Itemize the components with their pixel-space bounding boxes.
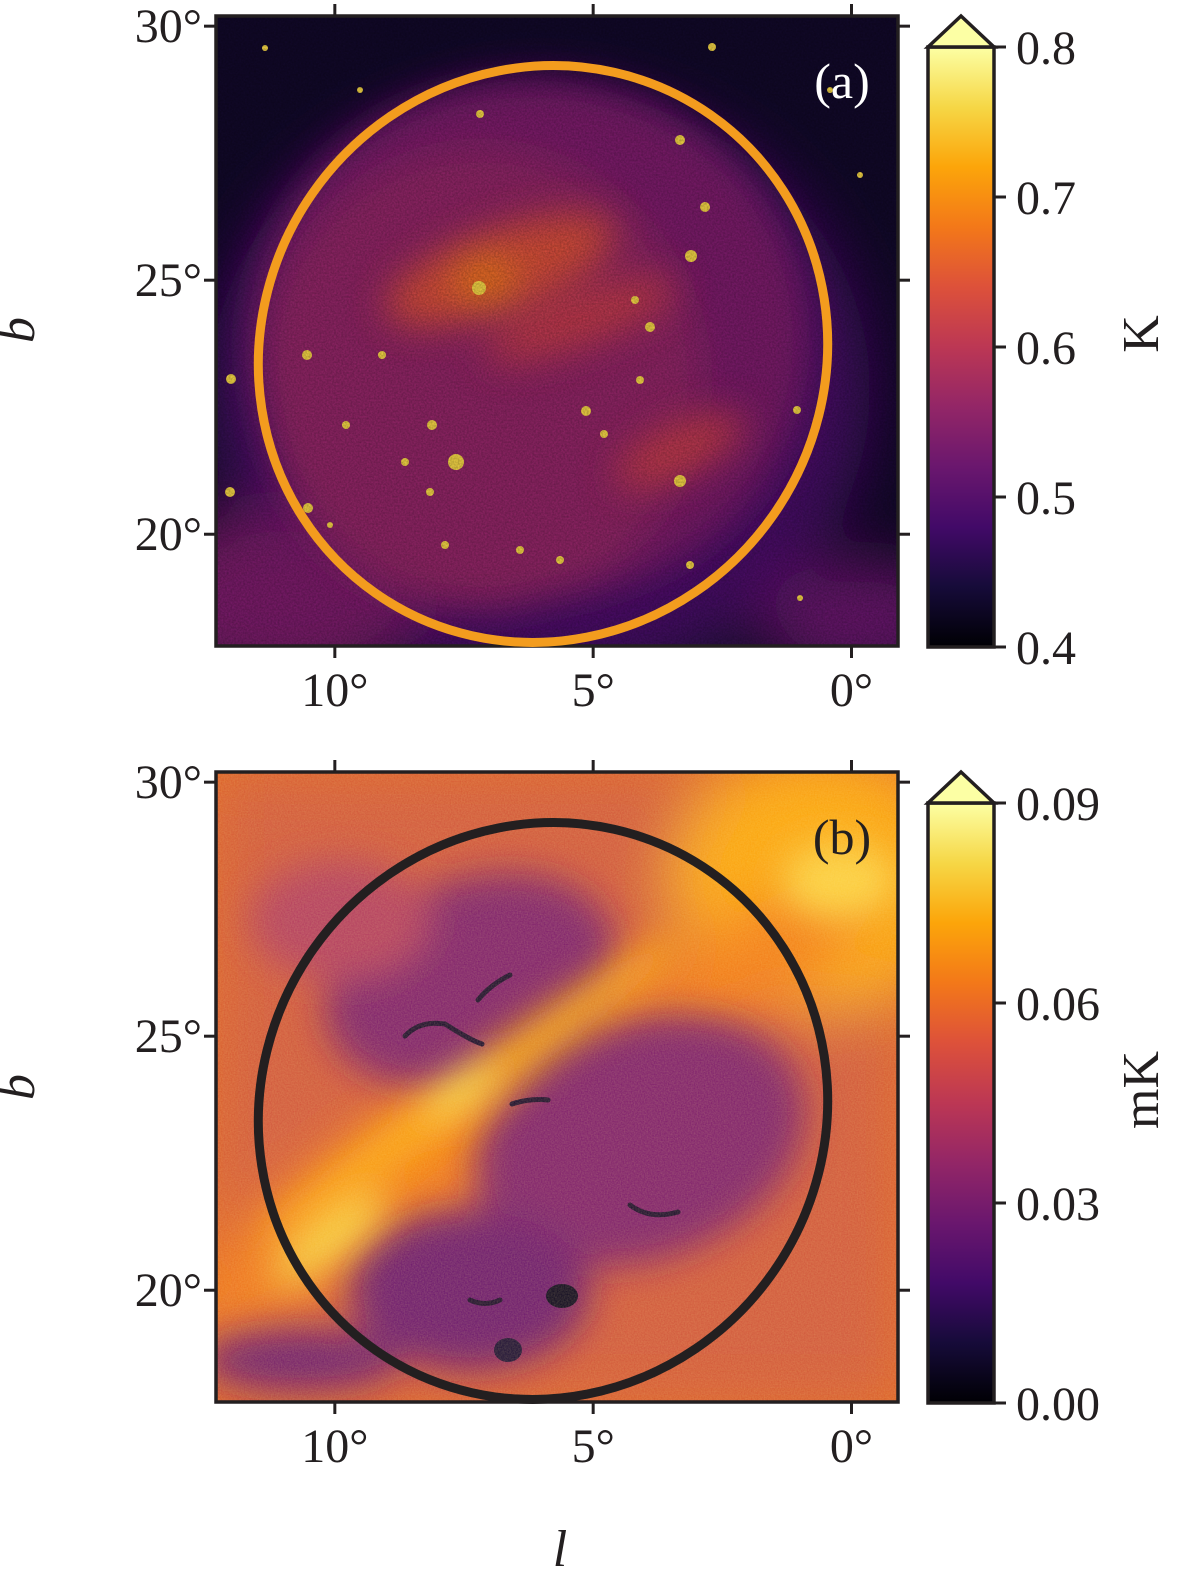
heatmap-b: [216, 772, 898, 1402]
colorbar-tick-label-a-4: 0.4: [1016, 622, 1076, 675]
panel-b: 10° 5° 0° 30° 25° 20° (b) b 0.09 0.06 0.03 0.00 …: [0, 756, 1170, 1473]
axes-a: 10° 5° 0° 30° 25° 20°: [135, 0, 910, 717]
y-tick-label-b-1: 25°: [135, 1010, 202, 1063]
colorbar-tick-label-a-3: 0.5: [1016, 472, 1076, 525]
y-tick-label-b-2: 20°: [135, 1264, 202, 1317]
x-tick-label-a-2: 0°: [830, 664, 873, 717]
axes-b: 10° 5° 0° 30° 25° 20°: [135, 756, 910, 1473]
colorbar-tick-label-b-3: 0.00: [1016, 1378, 1100, 1431]
x-axis-label: l: [553, 1521, 567, 1578]
colorbar-extend-arrow-b: [923, 769, 999, 805]
ellipse-overlay-b: [253, 818, 833, 1404]
panel-label-b: (b): [813, 809, 871, 865]
colorbar-tick-label-b-1: 0.06: [1016, 978, 1100, 1031]
colorbar-tick-label-b-0: 0.09: [1016, 778, 1100, 831]
y-tick-label-a-2: 20°: [135, 508, 202, 561]
x-tick-label-b-1: 5°: [572, 1420, 615, 1473]
x-tick-label-b-0: 10°: [301, 1420, 368, 1473]
panel-label-a: (a): [814, 53, 870, 109]
colorbar-unit-label-a: K: [1113, 315, 1170, 353]
ellipse-overlay-a: [253, 61, 833, 647]
y-tick-label-a-1: 25°: [135, 254, 202, 307]
colorbar-unit-label-b: mK: [1113, 1051, 1170, 1129]
colorbar-a: 0.8 0.7 0.6 0.5 0.4 K: [923, 13, 1170, 675]
colorbar-tick-label-a-2: 0.6: [1016, 322, 1076, 375]
colorbar-tick-label-a-1: 0.7: [1016, 172, 1076, 225]
x-tick-label-a-1: 5°: [572, 664, 615, 717]
y-tick-label-a-0: 30°: [135, 0, 202, 53]
y-tick-label-b-0: 30°: [135, 756, 202, 809]
colorbar-tick-label-b-2: 0.03: [1016, 1178, 1100, 1231]
x-tick-label-a-0: 10°: [301, 664, 368, 717]
colorbar-tick-label-a-0: 0.8: [1016, 22, 1076, 75]
colorbar-b: 0.09 0.06 0.03 0.00 mK: [923, 769, 1170, 1431]
panel-a: 10° 5° 0° 30° 25° 20° (a) b 0.8 0.7 0.6 0.5 0.4 K: [0, 0, 1170, 717]
x-tick-label-b-2: 0°: [830, 1420, 873, 1473]
y-axis-label-b: b: [0, 1074, 46, 1100]
colorbar-extend-arrow-a: [923, 13, 999, 49]
y-axis-label-a: b: [0, 317, 46, 343]
heatmap-a: [216, 16, 898, 646]
